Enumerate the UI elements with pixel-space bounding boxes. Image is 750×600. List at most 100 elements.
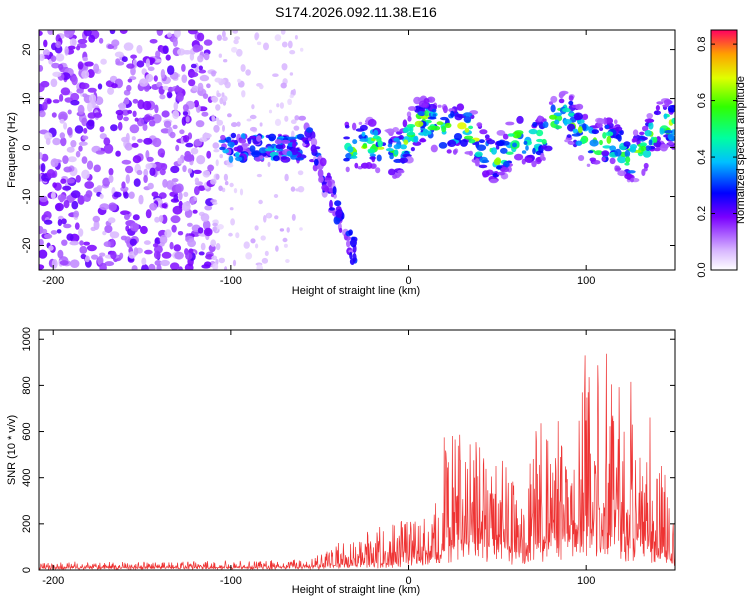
- spectrogram-cell: [170, 215, 181, 224]
- spectrogram-cell: [456, 103, 465, 111]
- spectrogram-cell: [156, 81, 163, 88]
- spectrogram-cell: [627, 170, 636, 174]
- spectrogram-cell: [69, 240, 79, 246]
- spectrogram-cell: [218, 185, 223, 192]
- spectrogram-cell: [432, 113, 437, 117]
- spectrogram-cell: [189, 52, 195, 61]
- spectrogram-cell: [131, 136, 136, 141]
- spectrogram-cell: [64, 46, 69, 56]
- spectrogram-cell: [79, 43, 87, 49]
- spectrogram-cell: [75, 150, 81, 158]
- spectrogram-cell: [367, 148, 376, 153]
- spectrogram-cell: [210, 178, 217, 185]
- spectrogram-cell: [313, 158, 319, 166]
- spectrogram-cell: [537, 115, 543, 122]
- spectrogram-cell: [542, 118, 547, 122]
- spectrogram-cell: [352, 151, 358, 156]
- spectrogram-cell: [170, 262, 180, 270]
- spectrogram-cell: [251, 104, 255, 110]
- spectrogram-cell: [214, 77, 222, 83]
- spectrogram-cell: [629, 144, 638, 150]
- spectrogram-cell: [78, 145, 83, 152]
- spectrogram-cell: [114, 51, 124, 58]
- spectrogram-cell: [50, 191, 56, 200]
- spectrogram-cell: [93, 220, 100, 231]
- spectrogram-cell: [523, 140, 528, 145]
- spectrogram-cell: [43, 211, 52, 220]
- spectrogram-cell: [648, 121, 654, 130]
- spectrogram-cell: [624, 149, 631, 158]
- spectrogram-cell: [206, 150, 212, 159]
- spectrogram-cell: [525, 157, 533, 162]
- colorbar-label: Normalized spectral amplitude: [735, 76, 747, 224]
- spectrogram-cell: [216, 92, 222, 98]
- spectrogram-cell: [324, 186, 330, 193]
- spectrogram-cell: [617, 170, 627, 177]
- spectrogram-xtick-label: 100: [577, 275, 595, 287]
- spectrogram-cell: [125, 165, 134, 174]
- spectrogram-cell: [268, 109, 273, 114]
- spectrogram-cell: [431, 125, 441, 131]
- spectrogram-cell: [563, 119, 572, 125]
- spectrogram-cell: [641, 168, 646, 176]
- spectrogram-cell: [200, 242, 206, 251]
- spectrogram-cell: [291, 130, 295, 139]
- spectrogram-cell: [427, 116, 437, 120]
- spectrogram-cell: [145, 150, 150, 160]
- spectrogram-cell: [109, 30, 116, 35]
- spectrogram-cell: [160, 163, 168, 171]
- spectrogram-cell: [292, 142, 297, 148]
- spectrogram-cell: [42, 101, 48, 111]
- spectrogram-cell: [66, 146, 75, 153]
- spectrogram-cell: [286, 150, 293, 157]
- spectrogram-xtick-label: 0: [405, 275, 411, 287]
- spectrogram-cell: [204, 205, 213, 211]
- spectrogram-cell: [446, 149, 452, 154]
- spectrogram-cell: [298, 115, 307, 121]
- spectrogram-cell: [387, 143, 393, 148]
- spectrogram-cell: [187, 239, 197, 248]
- spectrogram-cell: [238, 138, 247, 144]
- spectrogram-cell: [190, 63, 197, 69]
- spectrogram-cell: [190, 197, 195, 206]
- spectrogram-cell: [653, 136, 658, 143]
- spectrogram-cell: [602, 145, 612, 149]
- spectrogram-cell: [99, 262, 107, 270]
- spectrogram-cell: [108, 174, 114, 183]
- spectrogram-cell: [203, 39, 213, 46]
- spectrogram-cell: [578, 155, 585, 161]
- spectrogram-ytick-label: 0: [21, 144, 33, 150]
- spectrogram-cell: [64, 30, 74, 38]
- spectrogram-cell: [191, 85, 199, 91]
- spectrogram-cell: [70, 92, 80, 102]
- spectrogram-cell: [442, 105, 448, 114]
- spectrogram-cell: [264, 148, 274, 152]
- spectrogram-cell: [193, 169, 202, 174]
- spectrogram-cell: [66, 178, 75, 184]
- spectrogram-cell: [145, 116, 155, 121]
- spectrogram-cell: [218, 53, 222, 58]
- spectrogram-cell: [437, 104, 442, 108]
- spectrogram-cell: [349, 238, 357, 248]
- spectrogram-cell: [310, 137, 318, 147]
- spectrogram-cell: [52, 99, 60, 104]
- spectrogram-cell: [93, 63, 100, 74]
- spectrogram-cell: [254, 33, 259, 41]
- spectrogram-cell: [124, 214, 130, 220]
- spectrogram-cell: [291, 213, 296, 221]
- spectrogram-cell: [310, 144, 317, 153]
- spectrogram-cell: [243, 241, 250, 249]
- spectrogram-cell: [177, 231, 184, 236]
- spectrogram-cell: [194, 177, 200, 184]
- spectrogram-cell: [614, 119, 618, 125]
- spectrogram-cell: [457, 122, 467, 130]
- colorbar-ticks: 0.0 0.2 0.4 0.6 0.8: [696, 36, 737, 278]
- spectrogram-cell: [51, 62, 60, 69]
- spectrogram-cell: [223, 173, 228, 182]
- spectrogram-cell: [159, 94, 166, 100]
- spectrogram-cell: [329, 199, 333, 209]
- spectrogram-cell: [343, 157, 350, 162]
- spectrogram-cell: [568, 100, 574, 106]
- spectrogram-cell: [300, 47, 304, 52]
- spectrogram-cell: [47, 30, 54, 35]
